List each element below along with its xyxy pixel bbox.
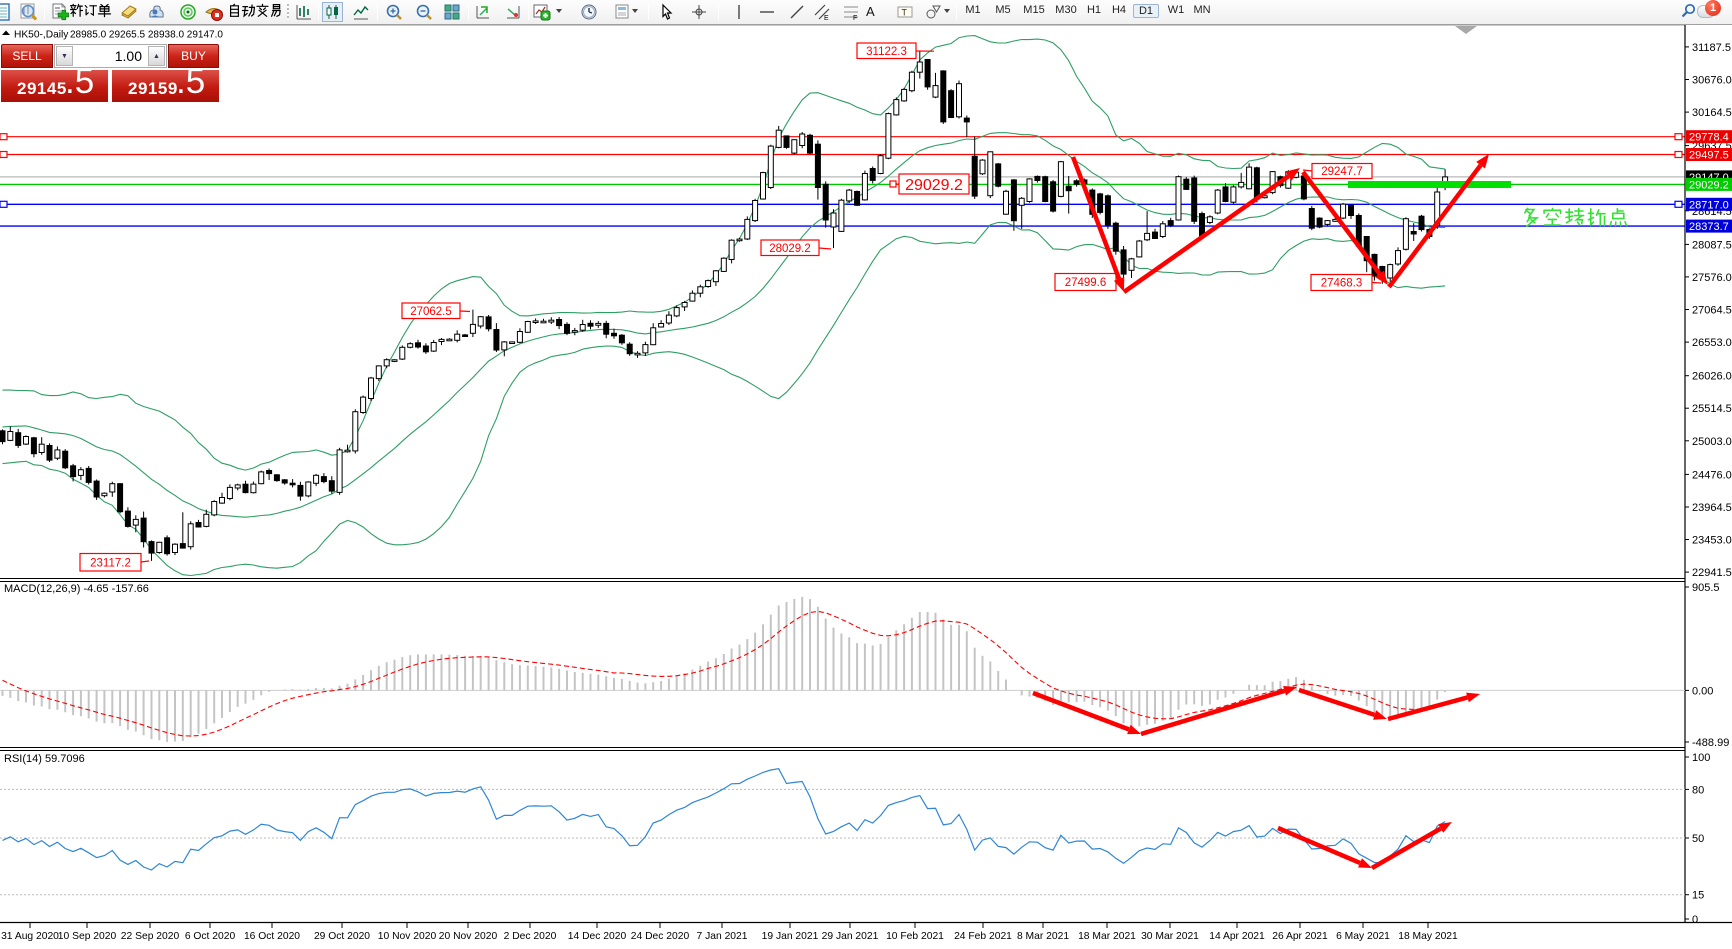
svg-text:100: 100: [1692, 752, 1710, 764]
svg-text:31 Aug 2020: 31 Aug 2020: [1, 931, 59, 942]
svg-text:14 Dec 2020: 14 Dec 2020: [568, 931, 627, 942]
svg-text:19 Jan 2021: 19 Jan 2021: [762, 931, 819, 942]
svg-text:E: E: [824, 15, 829, 21]
svg-text:23964.5: 23964.5: [1692, 502, 1732, 514]
svg-text:25514.5: 25514.5: [1692, 403, 1732, 415]
svg-text:29247.7: 29247.7: [1321, 166, 1363, 178]
svg-text:26 Apr 2021: 26 Apr 2021: [1272, 931, 1328, 942]
svg-text:28985.0 29265.5 28938.0 29147.: 28985.0 29265.5 28938.0 29147.0: [70, 30, 223, 41]
svg-text:F: F: [853, 15, 857, 21]
svg-text:RSI(14) 59.7096: RSI(14) 59.7096: [4, 753, 85, 765]
svg-text:28717.0: 28717.0: [1689, 199, 1729, 211]
svg-text:23117.2: 23117.2: [90, 557, 131, 569]
svg-text:MACD(12,26,9) -4.65 -157.66: MACD(12,26,9) -4.65 -157.66: [4, 583, 149, 595]
svg-text:27062.5: 27062.5: [410, 306, 452, 318]
svg-text:7 Jan 2021: 7 Jan 2021: [697, 931, 748, 942]
svg-text:24476.0: 24476.0: [1692, 469, 1732, 481]
svg-text:23453.0: 23453.0: [1692, 535, 1732, 547]
svg-text:27576.0: 27576.0: [1692, 272, 1732, 284]
svg-text:25003.0: 25003.0: [1692, 436, 1732, 448]
svg-text:2 Dec 2020: 2 Dec 2020: [504, 931, 557, 942]
svg-text:28373.7: 28373.7: [1689, 221, 1729, 233]
svg-text:10 Sep 2020: 10 Sep 2020: [58, 931, 117, 942]
svg-text:T: T: [902, 8, 908, 18]
svg-text:28029.2: 28029.2: [769, 243, 811, 255]
svg-text:18 May 2021: 18 May 2021: [1398, 931, 1458, 942]
svg-text:22941.5: 22941.5: [1692, 567, 1732, 579]
svg-text:6 May 2021: 6 May 2021: [1336, 931, 1390, 942]
svg-text:29778.4: 29778.4: [1689, 132, 1729, 144]
svg-text:30 Mar 2021: 30 Mar 2021: [1141, 931, 1199, 942]
svg-text:30164.5: 30164.5: [1692, 107, 1732, 119]
svg-text:80: 80: [1692, 784, 1704, 796]
svg-text:0: 0: [1692, 914, 1698, 926]
svg-text:29 Jan 2021: 29 Jan 2021: [822, 931, 879, 942]
svg-text:26026.0: 26026.0: [1692, 371, 1732, 383]
svg-text:10 Nov 2020: 10 Nov 2020: [378, 931, 437, 942]
svg-text:27468.3: 27468.3: [1321, 278, 1363, 290]
svg-text:29029.2: 29029.2: [905, 177, 963, 194]
svg-text:16 Oct 2020: 16 Oct 2020: [244, 931, 300, 942]
svg-text:-488.99: -488.99: [1692, 737, 1729, 749]
svg-text:30676.0: 30676.0: [1692, 75, 1732, 87]
svg-text:HK50-,Daily: HK50-,Daily: [14, 30, 69, 41]
svg-text:50: 50: [1692, 833, 1704, 845]
svg-text:28087.5: 28087.5: [1692, 239, 1732, 251]
svg-text:14 Apr 2021: 14 Apr 2021: [1209, 931, 1265, 942]
svg-text:24 Dec 2020: 24 Dec 2020: [631, 931, 690, 942]
svg-text:22 Sep 2020: 22 Sep 2020: [121, 931, 180, 942]
svg-text:10 Feb 2021: 10 Feb 2021: [886, 931, 944, 942]
svg-text:6 Oct 2020: 6 Oct 2020: [185, 931, 236, 942]
svg-text:27499.6: 27499.6: [1065, 277, 1107, 289]
svg-text:31122.3: 31122.3: [866, 46, 907, 58]
svg-text:905.5: 905.5: [1692, 582, 1720, 594]
svg-text:29497.5: 29497.5: [1689, 150, 1729, 162]
svg-text:20 Nov 2020: 20 Nov 2020: [439, 931, 498, 942]
svg-text:0.00: 0.00: [1692, 685, 1713, 697]
svg-text:24 Feb 2021: 24 Feb 2021: [954, 931, 1012, 942]
svg-text:27064.5: 27064.5: [1692, 305, 1732, 317]
svg-text:18 Mar 2021: 18 Mar 2021: [1078, 931, 1136, 942]
svg-text:29029.2: 29029.2: [1689, 179, 1729, 191]
svg-text:8 Mar 2021: 8 Mar 2021: [1017, 931, 1069, 942]
svg-text:29 Oct 2020: 29 Oct 2020: [314, 931, 370, 942]
svg-text:31187.5: 31187.5: [1692, 42, 1731, 54]
svg-text:26553.0: 26553.0: [1692, 337, 1732, 349]
svg-text:15: 15: [1692, 890, 1704, 902]
